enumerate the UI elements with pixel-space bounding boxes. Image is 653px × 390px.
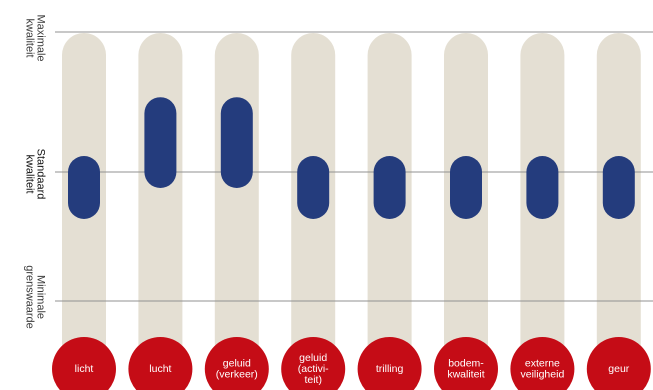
- category-label-3: geluid (activi-teit): [298, 352, 329, 386]
- track-1: [138, 33, 183, 372]
- category-group: licht lucht geluid (verkeer) geluid (activi-t…: [52, 337, 651, 390]
- category-circle-6: [510, 337, 575, 390]
- category-label-5: bodem-kwaliteit: [447, 358, 484, 381]
- category-circle-5: [434, 337, 498, 390]
- category-label-2: geluid (verkeer): [216, 358, 258, 381]
- category-label-0: licht: [75, 363, 94, 375]
- category-label-7: geur: [608, 363, 630, 375]
- range-bar-5: [450, 156, 482, 219]
- range-bar-4: [373, 156, 406, 219]
- category-circle-4: [357, 337, 422, 390]
- range-bar-1: [144, 97, 177, 188]
- level-label-standard: Standaardkwaliteit: [24, 149, 47, 200]
- range-bar-6: [526, 156, 559, 219]
- range-bar-0: [68, 156, 100, 219]
- category-circle-0: [52, 337, 116, 390]
- range-bar-7: [602, 156, 635, 219]
- range-bar-2: [220, 97, 253, 188]
- category-label-6: externe veiligheid: [521, 358, 565, 381]
- track-2: [214, 33, 259, 372]
- range-group: [68, 97, 635, 219]
- level-label-min: Minimalegrenswaarde: [24, 265, 47, 329]
- category-label-1: lucht: [149, 363, 171, 375]
- level-label-max: Maximalekwaliteit: [24, 14, 47, 61]
- category-circle-3: [281, 337, 346, 390]
- category-circle-1: [128, 337, 193, 390]
- level-labels: Maximalekwaliteit Standaardkwaliteit Minim…: [24, 14, 47, 328]
- category-circle-7: [586, 337, 651, 390]
- category-circle-2: [204, 337, 269, 390]
- category-label-4: trilling: [376, 363, 404, 375]
- range-bar-3: [297, 156, 330, 219]
